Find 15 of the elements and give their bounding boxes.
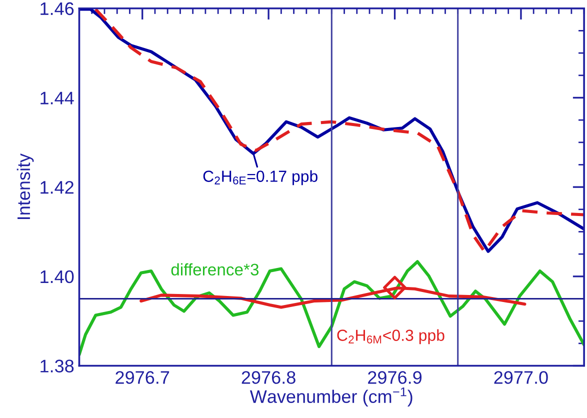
y-tick-label: 1.44 <box>40 92 74 104</box>
x-tick-label: 2977.0 <box>494 371 548 384</box>
annotation: C$_{2}$H$_{6E}$=0.17 ppb <box>203 170 318 186</box>
series-label: difference*3 <box>171 263 259 276</box>
annotation: C$_{2}$H$_{6M}$<0.3 ppb <box>337 329 444 344</box>
x-tick-label: 2976.7 <box>116 371 170 384</box>
y-axis-title: Intensity <box>16 153 34 220</box>
y-tick-label: 1.46 <box>40 2 74 16</box>
y-tick-label: 1.38 <box>40 360 74 372</box>
x-axis-title: Wavenumber (cm$^{−1}$) <box>250 387 412 407</box>
y-tick-label: 1.40 <box>40 270 74 284</box>
x-tick-label: 2976.9 <box>368 371 422 384</box>
x-tick-label: 2976.8 <box>242 371 296 384</box>
y-tick-label: 1.42 <box>40 180 74 194</box>
line-series <box>79 260 584 356</box>
